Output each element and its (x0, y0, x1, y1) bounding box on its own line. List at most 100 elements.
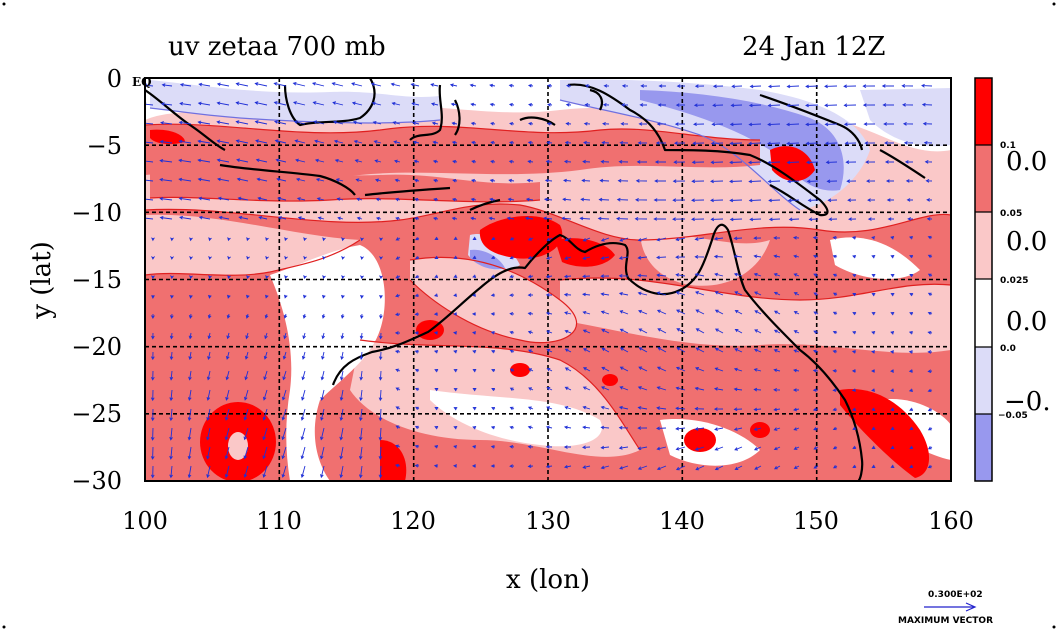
wind-vector (321, 351, 325, 360)
wind-vector (793, 446, 800, 450)
wind-vector (360, 294, 364, 299)
pos-light-region-1 (145, 214, 360, 276)
wind-vector (356, 216, 363, 221)
colorbar-small-label: −0.05 (998, 411, 1028, 421)
wind-vector (414, 349, 420, 354)
wind-vector (145, 198, 154, 201)
wind-vector (197, 120, 211, 125)
vorticity-field (145, 78, 951, 481)
corner-mark (1052, 625, 1056, 629)
wind-vector (908, 330, 914, 335)
wind-vector (637, 386, 648, 391)
wind-vector (178, 196, 192, 201)
wind-vector (169, 370, 174, 381)
wind-vector (694, 406, 705, 411)
wind-vector (527, 256, 534, 260)
wind-vector (564, 237, 572, 242)
wind-vector (561, 216, 572, 221)
wind-vector (637, 255, 648, 260)
map-frame (144, 77, 952, 482)
wind-vector (159, 215, 173, 220)
wind-vector (449, 83, 458, 87)
wind-vector (871, 274, 876, 278)
wind-vector (753, 236, 762, 240)
wind-vector (656, 426, 667, 431)
wind-vector (316, 197, 325, 201)
wind-vector (265, 255, 269, 260)
wind-vector (786, 160, 800, 165)
wind-vector (378, 427, 383, 441)
wind-vector (812, 407, 819, 412)
wind-vector (159, 139, 173, 144)
wind-vector (470, 216, 477, 221)
wind-vector (564, 140, 572, 145)
wind-vector (197, 158, 211, 163)
wind-vector (582, 159, 591, 164)
wind-vector (178, 139, 192, 144)
wind-vector (197, 177, 211, 182)
wind-vector (694, 84, 705, 88)
wind-vector (293, 120, 306, 125)
wind-vector (432, 216, 439, 221)
wind-vector (341, 294, 345, 299)
colorbar-large-label: 0.0 (1006, 227, 1047, 257)
wind-vector (786, 141, 800, 146)
coast-java (219, 163, 356, 196)
wind-vector (339, 389, 344, 402)
wind-vector (150, 370, 155, 381)
wind-vector (582, 348, 591, 353)
wind-vector (672, 179, 686, 183)
wind-vector (453, 350, 458, 354)
wind-vector (238, 215, 249, 220)
wind-vector (414, 331, 420, 335)
wind-vector (452, 159, 458, 164)
wind-vector (824, 103, 838, 108)
wind-vector (564, 367, 572, 372)
wind-vector (694, 446, 705, 451)
wind-vector (243, 465, 249, 478)
wind-vector (395, 216, 401, 221)
wind-vector (410, 82, 420, 87)
wind-vector (619, 140, 629, 145)
wind-vector (509, 311, 515, 316)
wind-vector (169, 408, 173, 422)
wind-vector (927, 273, 933, 277)
wind-vector (871, 407, 876, 411)
wind-vector (927, 311, 933, 316)
wind-vector (565, 121, 572, 126)
wind-vector (472, 445, 477, 449)
wind-vector (734, 328, 743, 334)
wind-vector (793, 254, 800, 259)
wind-vector (206, 446, 211, 460)
wind-vector (472, 293, 477, 297)
wind-vector (598, 197, 610, 202)
wind-vector (582, 386, 591, 391)
wind-vector (748, 103, 762, 108)
wind-vector (563, 292, 572, 297)
wind-vector (545, 425, 553, 430)
wind-vector (187, 446, 192, 460)
wind-vector (600, 465, 610, 470)
wind-vector (509, 444, 515, 449)
max-vector-caption: MAXIMUM VECTOR (898, 616, 993, 626)
wind-vector (582, 445, 591, 450)
wind-vector (489, 102, 496, 107)
wind-vector (734, 348, 743, 353)
wind-vector (909, 235, 914, 240)
wind-vector (375, 197, 382, 202)
wind-vector (453, 255, 458, 259)
wind-vector (846, 179, 857, 183)
wind-vector (637, 237, 648, 242)
wind-vector (848, 217, 857, 221)
wind-vector (414, 197, 420, 202)
colorbar-swatch-4 (975, 279, 992, 347)
wind-vector (890, 293, 895, 297)
wind-vector (547, 83, 553, 88)
wind-vector (832, 464, 838, 469)
wind-vector (393, 159, 401, 164)
wind-vector (808, 217, 819, 222)
wind-vector (852, 426, 857, 431)
wind-vector (730, 103, 743, 108)
pos-core-inland-3 (510, 363, 530, 377)
wind-vector (884, 160, 894, 164)
